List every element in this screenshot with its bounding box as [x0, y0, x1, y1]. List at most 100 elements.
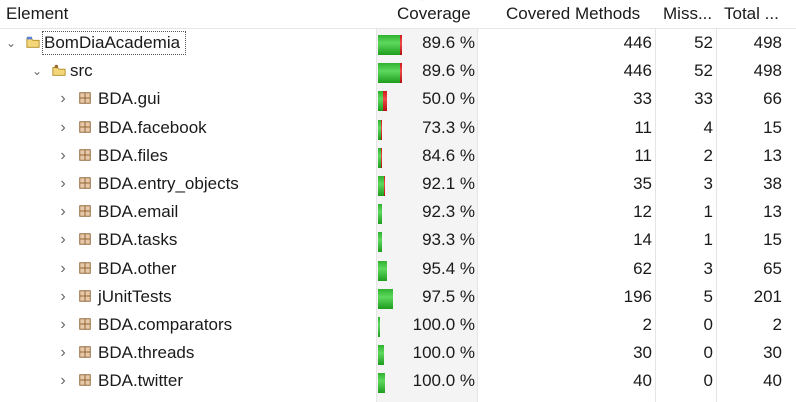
coverage-value: 92.1 %	[422, 174, 475, 193]
chevron-right-icon[interactable]: ›	[60, 316, 66, 333]
column-divider	[716, 0, 717, 402]
chevron-right-icon[interactable]: ›	[60, 372, 66, 390]
total-value: 40	[763, 371, 782, 391]
package-icon	[79, 205, 91, 217]
missed-value: 33	[694, 89, 713, 109]
coverage-bar-covered	[378, 119, 381, 140]
package-icon	[79, 374, 91, 387]
chevron-right-icon[interactable]: ›	[60, 259, 66, 277]
element-label: BDA.entry_objects	[98, 174, 239, 193]
missed-value: 5	[703, 286, 713, 306]
chevron-right-icon[interactable]: ›	[60, 287, 66, 305]
chevron-right-icon[interactable]: ›	[60, 146, 66, 164]
table-row[interactable]: › BDA.tasks 93.3 % 14 1 15	[0, 226, 796, 254]
coverage-value: 97.5 %	[422, 286, 475, 306]
table-row[interactable]: › BDA.email 92.3 % 12 1 13	[0, 198, 796, 226]
column-divider	[655, 0, 656, 402]
missed-value: 52	[694, 61, 713, 81]
total-value: 66	[763, 89, 782, 109]
total-value: 498	[753, 61, 782, 81]
package-icon	[79, 120, 91, 133]
total-value: 30	[763, 343, 782, 363]
coverage-bar	[378, 91, 387, 112]
total-value: 15	[763, 117, 782, 137]
coverage-bar-missed	[399, 63, 402, 84]
table-row[interactable]: ⌄ BomDiaAcademia 89.6 % 446 52 498	[0, 29, 796, 57]
coverage-bar	[378, 176, 385, 196]
coverage-bar	[378, 260, 387, 281]
package-icon	[79, 233, 91, 246]
coverage-bar	[378, 317, 380, 337]
total-value: 2	[772, 315, 782, 334]
table-row[interactable]: › BDA.comparators 100.0 % 2 0 2	[0, 311, 796, 339]
chevron-down-icon[interactable]: ⌄	[31, 64, 43, 79]
package-icon	[79, 290, 91, 302]
total-value: 38	[763, 174, 782, 193]
missed-value: 3	[703, 258, 713, 278]
coverage-value: 100.0 %	[412, 343, 475, 363]
coverage-bar	[378, 373, 385, 394]
header-covered-methods[interactable]: Covered Methods	[506, 4, 641, 23]
element-label: BomDiaAcademia	[44, 33, 181, 52]
coverage-bar-covered	[378, 288, 393, 309]
header-missed[interactable]: Miss...	[663, 4, 713, 23]
missed-value: 52	[694, 33, 713, 52]
coverage-bar-covered	[378, 176, 385, 196]
header-coverage[interactable]: Coverage	[397, 4, 471, 23]
covered-methods-value: 196	[623, 286, 652, 306]
coverage-value: 50.0 %	[422, 89, 475, 109]
chevron-right-icon[interactable]: ›	[60, 90, 66, 108]
project-folder-icon	[26, 36, 40, 48]
covered-methods-value: 446	[623, 61, 652, 81]
covered-methods-value: 11	[634, 117, 652, 137]
header-total[interactable]: Total ...	[724, 4, 779, 23]
total-value: 65	[763, 258, 782, 278]
table-row[interactable]: › BDA.files 84.6 % 11 2 13	[0, 142, 796, 170]
sort-ascending-icon: ⌃	[418, 0, 427, 8]
total-value: 13	[763, 202, 782, 222]
element-label: src	[70, 61, 93, 81]
coverage-bar	[378, 63, 402, 84]
missed-value: 1	[703, 202, 713, 222]
coverage-bar-covered	[378, 317, 380, 337]
table-row[interactable]: › BDA.threads 100.0 % 30 0 30	[0, 339, 796, 367]
total-value: 15	[763, 230, 782, 250]
missed-value: 4	[703, 117, 713, 137]
table-row[interactable]: › jUnitTests 97.5 % 196 5 201	[0, 283, 796, 311]
covered-methods-value: 30	[633, 343, 652, 363]
coverage-bar-covered	[378, 345, 384, 366]
coverage-value: 84.6 %	[422, 145, 475, 165]
covered-methods-value: 35	[633, 174, 652, 193]
coverage-value: 73.3 %	[422, 117, 475, 137]
coverage-bar-covered	[378, 373, 385, 394]
coverage-bar-missed	[381, 147, 382, 168]
total-value: 13	[763, 145, 782, 165]
table-row[interactable]: › BDA.entry_objects 92.1 % 35 3 38	[0, 170, 796, 198]
column-divider	[477, 0, 478, 402]
package-icon	[79, 149, 91, 161]
chevron-down-icon[interactable]: ⌄	[5, 36, 17, 50]
chevron-right-icon[interactable]: ›	[60, 344, 66, 362]
missed-value: 0	[703, 315, 713, 334]
coverage-bar-missed	[384, 176, 385, 196]
table-row[interactable]: › BDA.facebook 73.3 % 11 4 15	[0, 114, 796, 142]
package-icon	[79, 92, 91, 105]
table-row[interactable]: › BDA.twitter 100.0 % 40 0 40	[0, 367, 796, 395]
chevron-right-icon[interactable]: ›	[60, 203, 66, 221]
coverage-bar	[378, 232, 382, 253]
header-element[interactable]: Element	[6, 4, 69, 23]
coverage-value: 93.3 %	[422, 230, 475, 250]
table-row[interactable]: › BDA.gui 50.0 % 33 33 66	[0, 85, 796, 113]
chevron-right-icon[interactable]: ›	[60, 231, 66, 249]
coverage-column-background	[376, 29, 477, 402]
chevron-right-icon[interactable]: ›	[60, 118, 66, 136]
table-row[interactable]: › BDA.other 95.4 % 62 3 65	[0, 255, 796, 283]
package-icon	[79, 177, 91, 189]
element-label: BDA.other	[98, 258, 177, 278]
chevron-right-icon[interactable]: ›	[60, 175, 66, 192]
coverage-bar	[378, 288, 393, 309]
coverage-bar	[378, 345, 384, 366]
coverage-bar	[378, 119, 382, 140]
table-row[interactable]: ⌄ src 89.6 % 446 52 498	[0, 57, 796, 85]
